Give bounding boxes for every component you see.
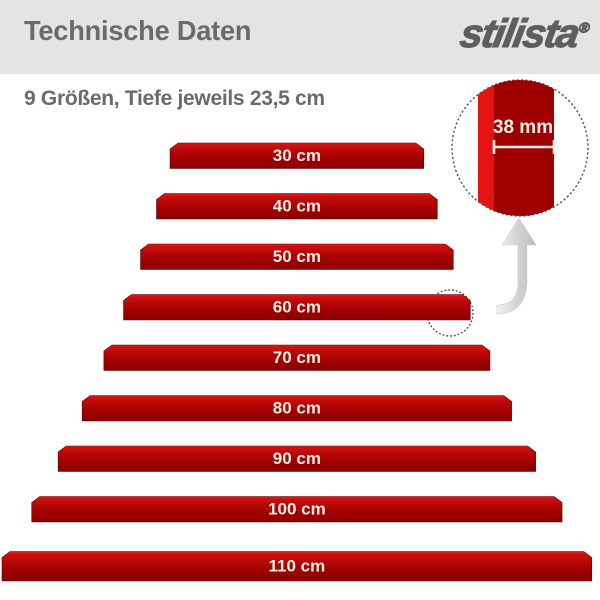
svg-text:70 cm: 70 cm (273, 348, 321, 367)
svg-text:60 cm: 60 cm (273, 298, 321, 317)
svg-text:100 cm: 100 cm (268, 500, 326, 519)
svg-text:80 cm: 80 cm (273, 399, 321, 418)
svg-text:30 cm: 30 cm (273, 146, 321, 165)
svg-text:90 cm: 90 cm (273, 449, 321, 468)
svg-text:110 cm: 110 cm (269, 557, 326, 576)
svg-text:50 cm: 50 cm (273, 247, 321, 266)
svg-text:38 mm: 38 mm (493, 117, 553, 138)
svg-text:40 cm: 40 cm (273, 197, 321, 216)
